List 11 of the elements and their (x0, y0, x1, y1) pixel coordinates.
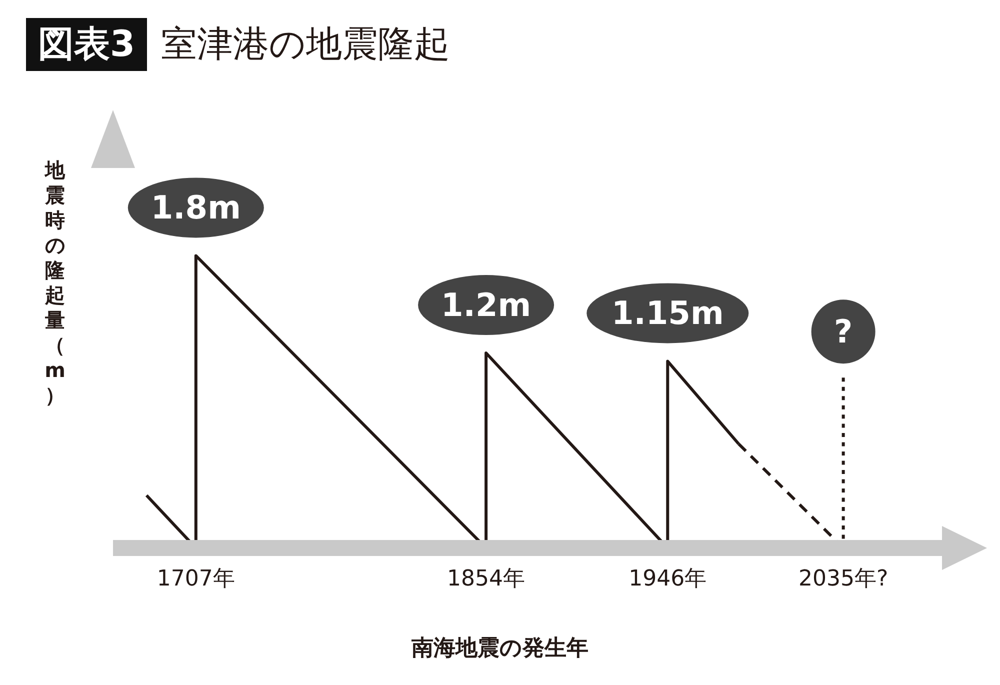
chart-title: 図表3 室津港の地震隆起 (37, 23, 450, 67)
x-tick-label: 1854年 (447, 566, 526, 592)
x-tick-label: 2035年? (798, 566, 888, 592)
annotation: 1.15m (611, 294, 724, 332)
annotation: 1.2m (441, 286, 532, 324)
text: 地震時の隆起量（m） (44, 158, 66, 407)
annotation: ? (834, 312, 853, 351)
x-axis-title: 南海地震の発生年 (410, 635, 590, 663)
x-tick-label: 1946年 (628, 566, 707, 592)
x-tick-label: 1707年 (156, 566, 235, 592)
annotation: 1.8m (150, 188, 241, 227)
